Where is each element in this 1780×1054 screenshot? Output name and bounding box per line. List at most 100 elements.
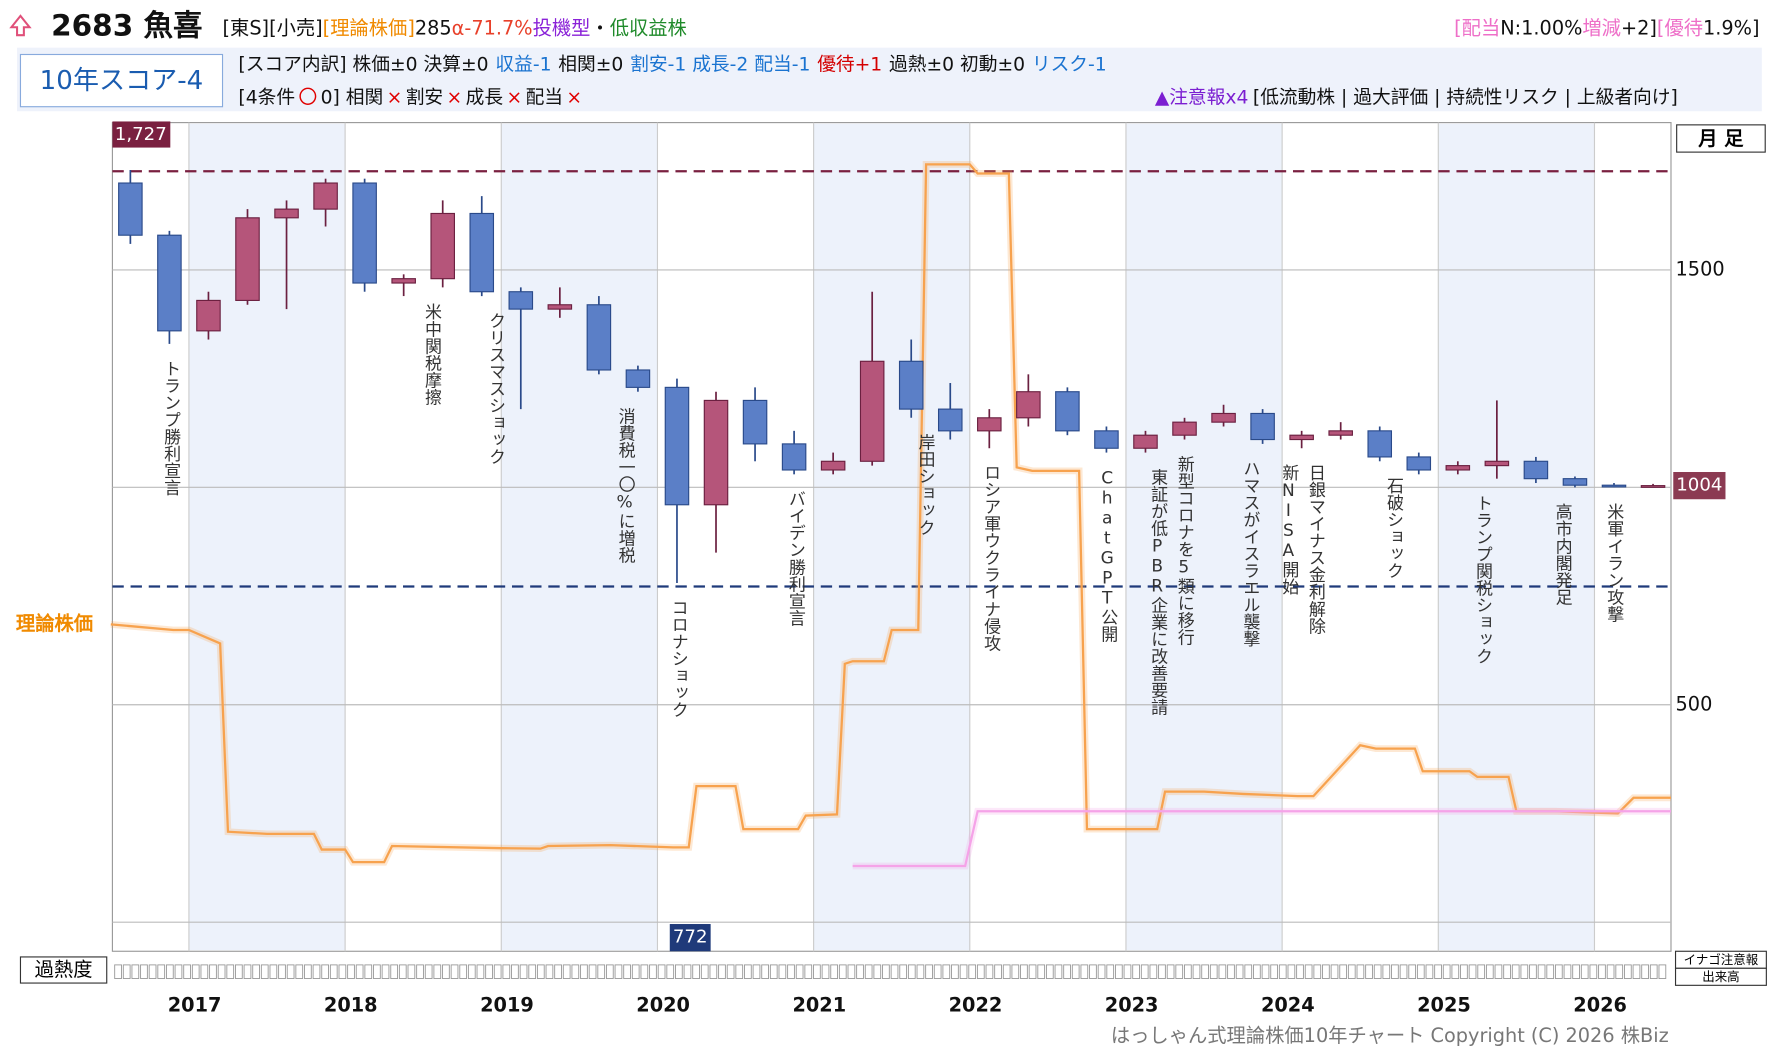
overheat-cell (1114, 964, 1123, 979)
overheat-cell (519, 964, 528, 979)
overheat-cell (1149, 964, 1158, 979)
overheat-cell (1529, 964, 1537, 979)
overheat-cell (148, 964, 157, 979)
overheat-cell (1658, 964, 1667, 979)
overheat-cell (951, 964, 959, 979)
header-line: ▲注意報x4 [低流動株 | 過大評価 | 持続性リスク | 上級者向け] (1155, 87, 1678, 108)
overheat-cell (1106, 964, 1115, 979)
overheat-cell (174, 964, 183, 979)
overheat-cell (1244, 964, 1253, 979)
header-segment: 配当 (526, 87, 563, 108)
x-tick-label: 2026 (1573, 993, 1627, 1016)
candle-body (1094, 430, 1119, 449)
overheat-cell (1442, 964, 1451, 979)
overheat-cell (269, 964, 278, 979)
overheat-cell (217, 964, 226, 979)
candle-body (1601, 484, 1627, 488)
candle-body (1211, 412, 1236, 423)
overheat-cell (122, 964, 131, 979)
candle-body (586, 304, 612, 371)
overheat-label: 過熱度 (35, 958, 93, 981)
overheat-cell (1623, 964, 1632, 979)
overheat-cell (1330, 964, 1339, 979)
overheat-cell (597, 964, 606, 979)
overheat-cell (1227, 964, 1235, 979)
candle-body (1172, 421, 1197, 436)
overheat-cell (761, 964, 769, 979)
overheat-cell (821, 964, 830, 979)
overheat-cell (1606, 964, 1615, 979)
overheat-cell (718, 964, 726, 979)
x-tick-label: 2018 (324, 993, 378, 1016)
header-segment: [理論株価] (323, 16, 415, 39)
overheat-cell (976, 964, 985, 979)
score-box (19, 53, 224, 108)
overheat-cell (1261, 964, 1270, 979)
overheat-cell (511, 964, 519, 979)
header-segment: 収益-1 (495, 54, 551, 75)
overheat-cell (882, 964, 890, 979)
header-segment: 低収益株 (610, 16, 687, 39)
series-label: 理論株価 (16, 612, 93, 635)
overheat-cell (1011, 964, 1020, 979)
candle-body (664, 386, 690, 506)
overheat-cell (907, 964, 916, 979)
x-tick-label: 2019 (480, 993, 534, 1016)
overheat-cell (856, 964, 864, 979)
overheat-cell (1080, 964, 1089, 979)
overheat-cell (899, 964, 908, 979)
overheat-cell (985, 964, 994, 979)
overheat-cell (1123, 964, 1132, 979)
event-label: ChatGPT公開 (1097, 468, 1118, 643)
header-segment: × (566, 87, 582, 108)
overheat-cell (1184, 964, 1192, 979)
header-segment: ▲注意報x4 (1155, 87, 1249, 108)
header-segment: [スコア内訳] 株価±0 決算±0 (238, 54, 488, 75)
overheat-cell (1391, 964, 1399, 979)
candle-body (977, 417, 1002, 432)
candle-body (781, 443, 807, 471)
header-segment: × (506, 87, 522, 108)
overheat-cell (1373, 964, 1382, 979)
overheat-cell (1572, 964, 1580, 979)
overheat-cell (329, 964, 338, 979)
overheat-cell (1192, 964, 1201, 979)
overheat-cell (1304, 964, 1313, 979)
overheat-cell (787, 964, 795, 979)
current-badge (1673, 472, 1726, 500)
header-segment: 〇 (298, 87, 317, 108)
max-label: 1,727 (115, 124, 167, 145)
overheat-cell (1511, 964, 1520, 979)
overheat-cell (416, 964, 424, 979)
event-label: 新型コロナを5類に移行 (1174, 455, 1195, 646)
header-segment: 相関±0 (558, 54, 623, 75)
overheat-cell (1322, 964, 1330, 979)
overheat-cell (450, 964, 459, 979)
overheat-cell (131, 964, 140, 979)
x-tick-label: 2023 (1105, 993, 1159, 1016)
overheat-cell (709, 964, 718, 979)
header-segment: 割安-1 成長-2 配当-1 (630, 54, 810, 75)
x-tick-label: 2021 (792, 993, 846, 1016)
event-label: トランプ関税ショック (1472, 495, 1493, 665)
overheat-cell (1563, 964, 1572, 979)
overheat-cell (1537, 964, 1546, 979)
overheat-cell (235, 964, 243, 979)
header-segment: 割安 (406, 87, 443, 108)
overheat-cell (321, 964, 330, 979)
overheat-cell (226, 964, 235, 979)
event-label: 東証が低PBR企業に改善要請 (1147, 468, 1168, 716)
event-label: 高市内閣発足 (1552, 503, 1573, 605)
stock-title: 2683 魚喜 (51, 9, 202, 43)
event-label: コロナショック (668, 599, 688, 718)
overheat-cell (554, 964, 562, 979)
overheat-cell (605, 964, 614, 979)
overheat-cell (114, 964, 122, 979)
overheat-cell (674, 964, 683, 979)
candle-body (1016, 391, 1041, 419)
candle-body (469, 212, 495, 293)
candle-body (118, 182, 143, 236)
overheat-cell (890, 964, 899, 979)
header-line: [配当N:1.00%増減+2][優待1.9%] (1454, 16, 1759, 39)
